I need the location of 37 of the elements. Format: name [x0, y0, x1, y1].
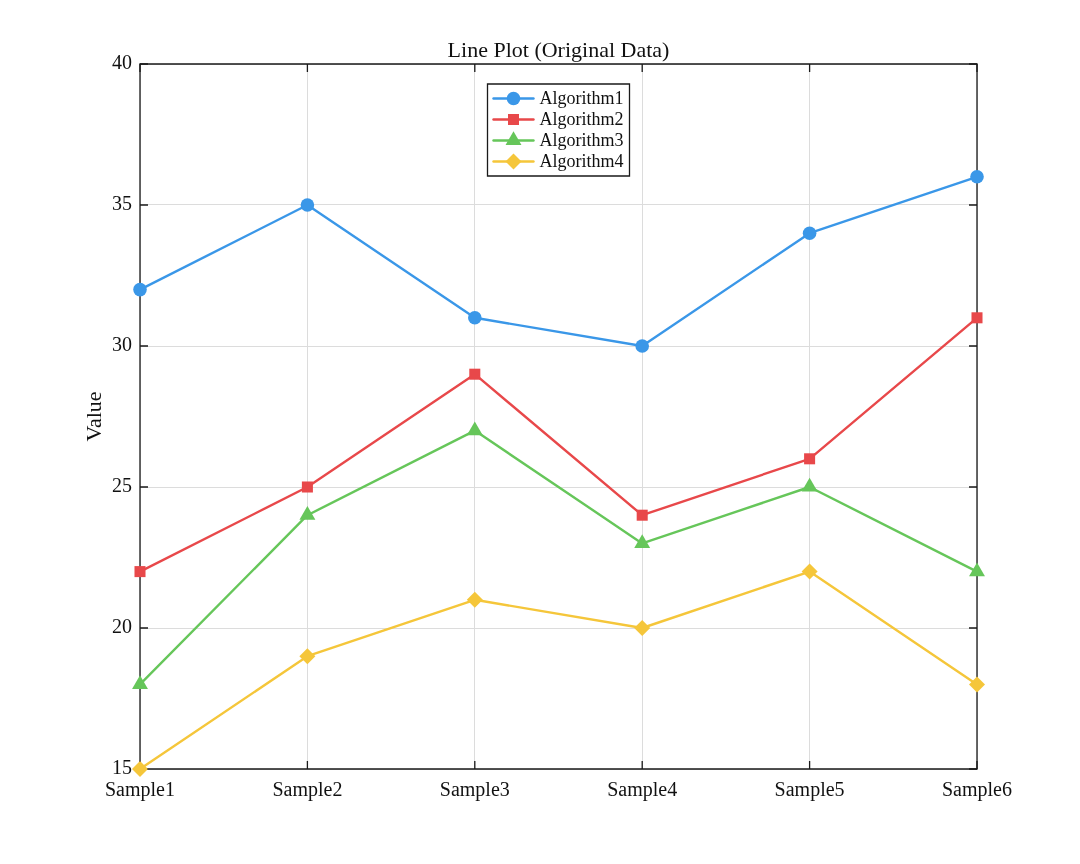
- legend-label: Algorithm4: [539, 151, 624, 172]
- point: [469, 368, 481, 380]
- legend-label: Algorithm2: [539, 109, 624, 130]
- point: [133, 282, 147, 297]
- point: [300, 198, 315, 212]
- y-tick-label: 35: [112, 192, 132, 215]
- x-tick-label: Sample4: [607, 778, 678, 802]
- point: [468, 311, 482, 325]
- x-tick-label: Sample2: [272, 778, 343, 802]
- point: [971, 312, 983, 324]
- point: [299, 648, 316, 665]
- y-tick-label: 30: [112, 333, 132, 356]
- point: [804, 453, 816, 465]
- point: [134, 566, 146, 578]
- legend-label: Algorithm1: [539, 88, 624, 109]
- x-tick-label: Sample6: [942, 778, 1012, 802]
- x-tick-label: Sample3: [439, 778, 510, 802]
- y-tick-label: 20: [112, 615, 132, 638]
- point: [801, 563, 818, 580]
- x-tick-label: Sample5: [774, 778, 845, 802]
- point: [635, 339, 649, 353]
- y-tick-label: 40: [112, 51, 132, 74]
- point: [466, 591, 483, 608]
- chart-title: Line Plot (Original Data): [447, 37, 670, 62]
- y-axis-title: Value: [80, 391, 106, 442]
- point: [636, 509, 648, 521]
- y-tick-label: 25: [112, 474, 132, 497]
- point: [802, 226, 817, 240]
- x-tick-label: Sample1: [105, 778, 175, 802]
- point: [969, 676, 985, 693]
- y-tick-label: 15: [112, 756, 132, 779]
- legend-label: Algorithm3: [539, 130, 624, 151]
- point: [970, 170, 984, 184]
- point: [634, 620, 651, 636]
- point: [132, 761, 148, 777]
- point: [969, 562, 985, 577]
- point: [301, 481, 313, 493]
